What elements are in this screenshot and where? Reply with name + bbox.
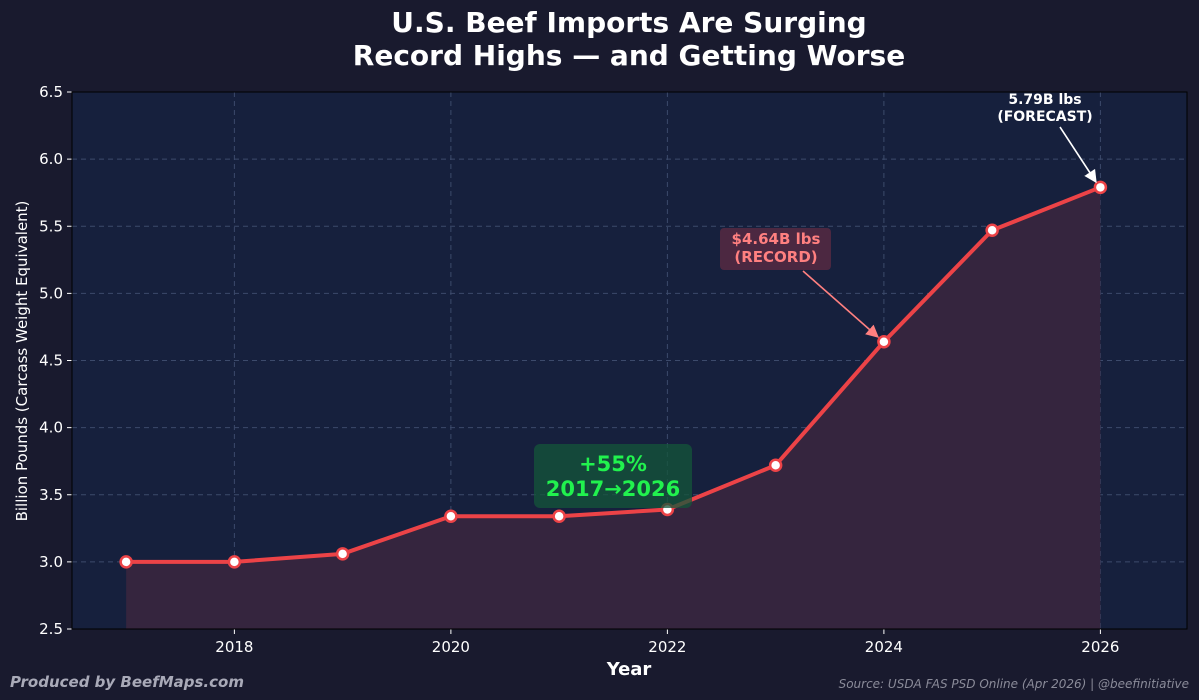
data-point-2021: [552, 509, 566, 523]
growth-annotation-box: [534, 444, 692, 508]
y-tick-label: 5.0: [39, 284, 63, 302]
record-annotation-arrow: [802, 270, 879, 338]
y-tick-label: 3.0: [39, 553, 63, 571]
data-point-2017: [119, 555, 133, 569]
growth-annotation-percent: +55%: [579, 452, 647, 476]
data-point-2018: [227, 555, 242, 569]
area-fill: [126, 187, 1101, 629]
forecast-annotation-value: 5.79B lbs: [1008, 92, 1081, 108]
record-annotation-box: [720, 228, 831, 270]
footer-source: Source: USDA FAS PSD Online (Apr 2026) |…: [839, 677, 1189, 691]
data-point-2023: [768, 458, 783, 472]
growth-annotation-range: 2017→2026: [546, 477, 681, 501]
x-tick-label: 2024: [865, 638, 903, 656]
tick-labels: 2.5 3.0 3.5 4.0 4.5 5.0 5.5 6.0 6.5 2018 2020 2022 2…: [39, 83, 1119, 656]
series-line: [124, 185, 1103, 564]
x-tick-label: 2026: [1081, 638, 1119, 656]
x-tick-label: 2022: [648, 638, 686, 656]
data-point-2024: [877, 334, 891, 349]
series-area: [126, 187, 1101, 629]
y-axis-label: Billion Pounds (Carcass Weight Equivalen…: [13, 201, 31, 522]
y-tick-label: 6.5: [39, 83, 63, 101]
y-tick-label: 4.0: [39, 419, 63, 437]
y-tick-label: 2.5: [39, 620, 63, 638]
y-tick-label: 3.5: [39, 486, 63, 504]
forecast-annotation-arrow: [1059, 126, 1097, 184]
footer-credit: Produced by BeefMaps.com: [10, 673, 244, 691]
data-point-2025: [985, 223, 999, 238]
y-tick-label: 6.0: [39, 150, 63, 168]
plot-frame: [71, 91, 1188, 630]
record-annotation-value: $4.64B lbs: [732, 230, 821, 248]
chart-title-line-2: Record Highs — and Getting Worse: [353, 39, 905, 72]
x-axis-label: Year: [606, 659, 652, 680]
record-annotation-label: (RECORD): [734, 248, 817, 266]
data-point-2020: [444, 509, 458, 523]
forecast-annotation-label: (FORECAST): [997, 109, 1092, 125]
y-tick-label: 5.5: [39, 217, 63, 235]
y-tick-label: 4.5: [39, 352, 63, 370]
chart-title-line-1: U.S. Beef Imports Are Surging: [391, 6, 866, 39]
data-point-2019: [335, 547, 350, 561]
data-points: [119, 180, 1108, 569]
data-point-2026: [1093, 180, 1108, 195]
x-tick-label: 2018: [215, 638, 253, 656]
x-tick-label: 2020: [432, 638, 470, 656]
series-line-path: [124, 185, 1103, 564]
